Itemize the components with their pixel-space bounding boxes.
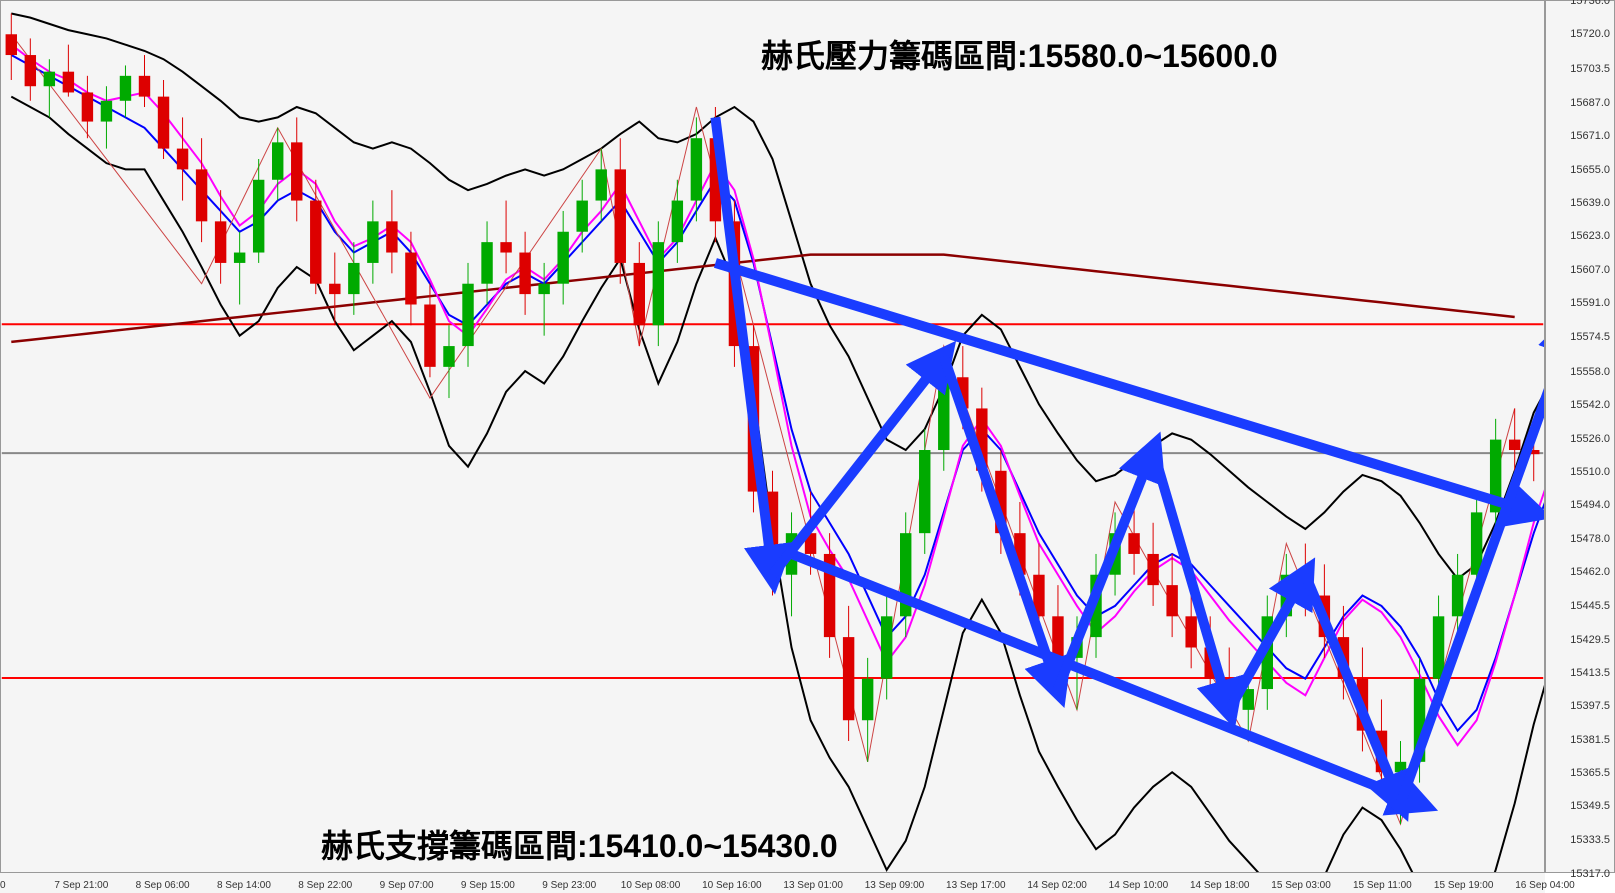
chart-plot-area[interactable]: 15580.515410.315518.5赫氏壓力籌碼區間:15580.0~15… xyxy=(0,0,1545,873)
chart-annotation: 赫氏壓力籌碼區間:15580.0~15600.0 xyxy=(761,31,1278,77)
y-tick-label: 15671.0 xyxy=(1570,130,1610,142)
x-axis: 00 7 Sep 21:00 8 Sep 06:00 8 Sep 14:00 8 Sep… xyxy=(0,873,1545,893)
y-tick-label: 15317.0 xyxy=(1570,868,1610,880)
x-tick-label: 15 Sep 19:00 xyxy=(1434,880,1494,891)
y-tick-label: 15687.0 xyxy=(1570,97,1610,109)
y-tick-label: 15494.0 xyxy=(1570,499,1610,511)
x-tick-label: 9 Sep 07:00 xyxy=(380,880,434,891)
y-tick-label: 15365.5 xyxy=(1570,767,1610,779)
x-tick-label: 13 Sep 09:00 xyxy=(865,880,925,891)
x-tick-label: 9 Sep 15:00 xyxy=(461,880,515,891)
y-tick-label: 15381.5 xyxy=(1570,734,1610,746)
y-tick-label: 15736.0 xyxy=(1570,0,1610,7)
y-tick-label: 15703.5 xyxy=(1570,63,1610,75)
x-tick-label: 7 Sep 21:00 xyxy=(54,880,108,891)
y-axis: 15317.015333.515349.515365.515381.515397… xyxy=(1545,0,1615,873)
y-tick-label: 15607.0 xyxy=(1570,264,1610,276)
y-tick-label: 15526.0 xyxy=(1570,433,1610,445)
y-tick-label: 15542.0 xyxy=(1570,399,1610,411)
x-tick-label: 14 Sep 10:00 xyxy=(1109,880,1169,891)
x-tick-label: 00 xyxy=(0,880,6,891)
y-tick-label: 15333.5 xyxy=(1570,834,1610,846)
y-tick-label: 15720.0 xyxy=(1570,28,1610,40)
y-tick-label: 15655.0 xyxy=(1570,164,1610,176)
x-tick-label: 14 Sep 18:00 xyxy=(1190,880,1250,891)
y-tick-label: 15462.0 xyxy=(1570,566,1610,578)
y-tick-label: 15349.5 xyxy=(1570,800,1610,812)
x-tick-label: 8 Sep 22:00 xyxy=(298,880,352,891)
y-tick-label: 15413.5 xyxy=(1570,667,1610,679)
x-tick-label: 15 Sep 03:00 xyxy=(1271,880,1331,891)
y-tick-label: 15397.5 xyxy=(1570,700,1610,712)
x-tick-label: 16 Sep 04:00 xyxy=(1515,880,1575,891)
y-tick-label: 15591.0 xyxy=(1570,297,1610,309)
x-tick-label: 10 Sep 16:00 xyxy=(702,880,762,891)
chart-annotation: 赫氏支撐籌碼區間:15410.0~15430.0 xyxy=(321,821,838,867)
y-tick-label: 15478.0 xyxy=(1570,533,1610,545)
chart-svg xyxy=(1,1,1544,872)
x-tick-label: 8 Sep 14:00 xyxy=(217,880,271,891)
chart-container: 15580.515410.315518.5赫氏壓力籌碼區間:15580.0~15… xyxy=(0,0,1615,893)
y-tick-label: 15429.5 xyxy=(1570,634,1610,646)
x-tick-label: 9 Sep 23:00 xyxy=(542,880,596,891)
x-tick-label: 13 Sep 01:00 xyxy=(783,880,843,891)
x-tick-label: 10 Sep 08:00 xyxy=(621,880,681,891)
y-tick-label: 15574.5 xyxy=(1570,331,1610,343)
y-tick-label: 15639.0 xyxy=(1570,197,1610,209)
x-tick-label: 15 Sep 11:00 xyxy=(1353,880,1412,891)
y-tick-label: 15558.0 xyxy=(1570,366,1610,378)
x-tick-label: 14 Sep 02:00 xyxy=(1027,880,1087,891)
y-tick-label: 15445.5 xyxy=(1570,600,1610,612)
y-tick-label: 15510.0 xyxy=(1570,466,1610,478)
y-tick-label: 15623.0 xyxy=(1570,230,1610,242)
x-tick-label: 13 Sep 17:00 xyxy=(946,880,1006,891)
x-tick-label: 8 Sep 06:00 xyxy=(136,880,190,891)
